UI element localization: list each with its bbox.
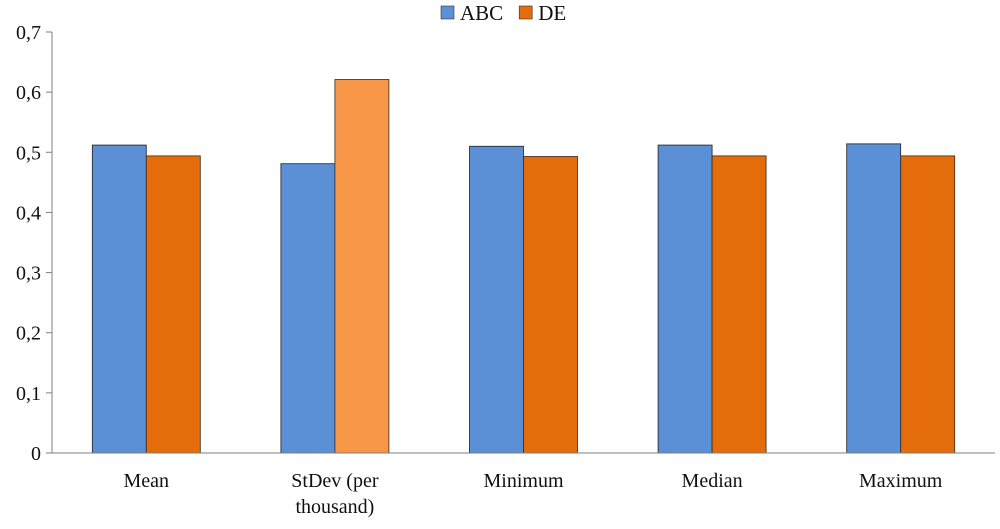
legend-swatch-abc <box>440 5 455 20</box>
x-category-label: Median <box>682 470 743 492</box>
bar-de-0 <box>145 155 201 454</box>
y-tick-label: 0 <box>31 443 41 465</box>
bar-abc-2 <box>469 145 524 454</box>
y-tick-label: 0,1 <box>16 383 41 405</box>
y-axis: 0 0,1 0,2 0,3 0,4 0,5 0,6 0,7 <box>16 22 53 465</box>
y-tick-label: 0,7 <box>16 22 41 44</box>
bar-de-3 <box>711 155 767 454</box>
x-category-label: Minimum <box>483 470 563 492</box>
bar-de-2 <box>523 156 578 454</box>
y-tick-label: 0,3 <box>16 263 41 285</box>
legend: ABC DE <box>440 1 566 25</box>
x-category-label: Maximum <box>859 470 943 492</box>
y-tick-label: 0,2 <box>16 323 41 345</box>
bar-abc-3 <box>657 144 713 454</box>
legend-label-abc: ABC <box>460 1 503 25</box>
y-tick-label: 0,6 <box>16 82 41 104</box>
x-category-label: Mean <box>124 470 170 492</box>
bar-de-4 <box>900 155 956 454</box>
bar-abc-4 <box>846 143 902 454</box>
bar-abc-1 <box>280 163 336 454</box>
legend-swatch-de <box>518 5 533 20</box>
bars-group <box>91 79 956 454</box>
y-tick-label: 0,5 <box>16 142 41 164</box>
bar-abc-0 <box>91 144 147 454</box>
x-axis: Mean StDev (per thousand) Minimum Median Maxi… <box>52 452 995 518</box>
legend-label-de: DE <box>538 1 566 25</box>
x-category-label: StDev (per <box>291 470 379 492</box>
bar-de-1 <box>334 79 390 454</box>
y-tick-label: 0,4 <box>16 202 41 224</box>
x-category-label: thousand) <box>295 496 374 518</box>
